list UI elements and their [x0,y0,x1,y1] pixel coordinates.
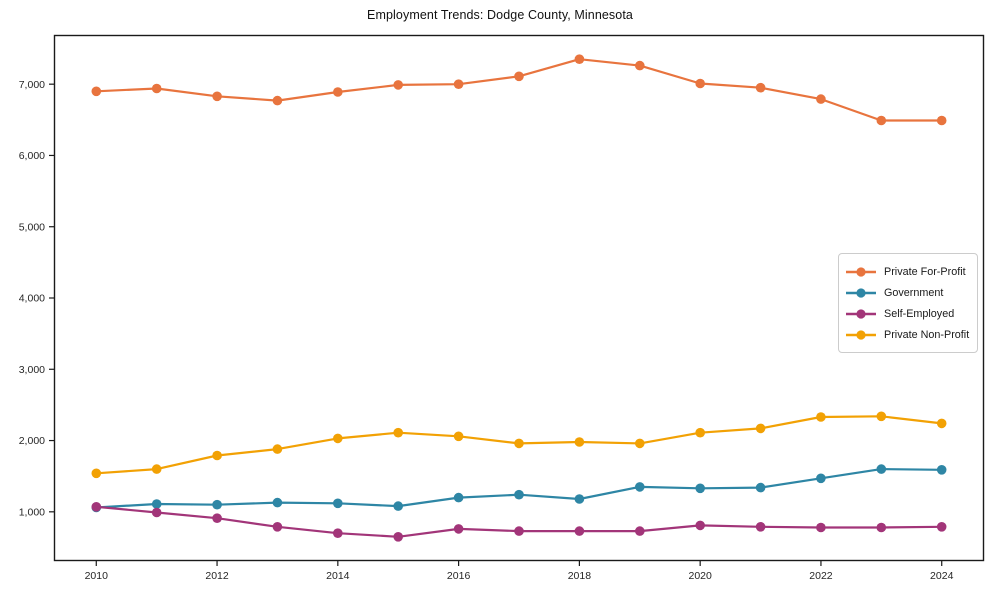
x-tick-label: 2018 [568,570,592,582]
data-point-private-for-profit-2024 [936,115,947,126]
y-tick-label: 6,000 [19,150,45,162]
data-point-private-non-profit-2018 [574,437,585,447]
data-point-private-non-profit-2015 [393,427,404,438]
x-tick-label: 2022 [809,570,833,582]
legend-label: Self-Employed [884,307,955,320]
legend-label: Private Non-Profit [884,328,970,341]
data-point-government-2020 [695,483,705,494]
data-point-self-employed-2022 [816,522,826,533]
data-point-self-employed-2019 [635,526,645,536]
data-point-government-2012 [212,499,222,510]
data-point-private-non-profit-2017 [514,438,524,449]
data-point-private-non-profit-2019 [635,438,645,449]
legend-label: Private For-Profit [884,265,966,278]
data-point-government-2022 [816,473,826,484]
chart-title: Employment Trends: Dodge County, Minneso… [367,8,633,22]
data-point-private-non-profit-2016 [453,431,464,442]
x-tick-label: 2016 [447,570,471,582]
y-tick-label: 2,000 [19,435,45,447]
data-point-private-for-profit-2014 [333,87,343,97]
data-point-self-employed-2021 [755,522,766,532]
data-point-self-employed-2011 [151,507,162,518]
data-point-private-for-profit-2013 [272,95,283,106]
y-tick-label: 7,000 [19,79,45,91]
data-point-self-employed-2015 [393,532,404,542]
data-point-private-for-profit-2015 [393,80,404,90]
legend-marker-icon [846,329,876,340]
x-tick-label: 2012 [205,570,229,582]
legend-label: Government [884,286,944,299]
data-point-private-for-profit-2018 [574,54,585,64]
y-tick-label: 5,000 [19,221,45,233]
data-point-government-2016 [453,492,464,503]
legend-marker-icon [846,308,876,319]
data-point-self-employed-2020 [695,520,705,531]
data-point-self-employed-2012 [212,513,222,523]
data-point-government-2018 [574,494,585,504]
data-point-government-2021 [755,482,766,493]
data-point-government-2019 [635,482,645,492]
legend-marker-icon [846,266,876,277]
legend: Private For-Profit Government Self-Emplo… [838,253,978,353]
data-point-government-2023 [876,464,887,474]
y-tick-label: 4,000 [19,293,45,305]
data-point-private-non-profit-2021 [755,423,766,434]
data-point-government-2013 [272,497,283,508]
data-point-private-for-profit-2017 [514,71,524,82]
data-point-self-employed-2016 [453,524,464,534]
data-point-self-employed-2013 [272,522,283,532]
data-point-government-2014 [333,498,343,509]
data-point-government-2017 [514,489,524,500]
data-point-self-employed-2018 [574,526,585,536]
legend-marker-icon [846,287,876,298]
y-tick-label: 3,000 [19,364,45,376]
data-point-private-for-profit-2023 [876,115,887,126]
axes-frame [53,34,985,562]
y-tick-label: 1,000 [19,506,45,518]
data-point-private-non-profit-2012 [212,450,222,461]
data-point-self-employed-2023 [876,522,887,533]
x-tick-label: 2020 [688,570,712,582]
x-tick-label: 2010 [85,570,109,582]
data-point-private-for-profit-2011 [151,83,162,94]
x-tick-label: 2014 [326,570,350,582]
series-line-government [96,468,942,509]
data-point-private-non-profit-2020 [695,427,705,438]
data-point-self-employed-2010 [91,502,102,512]
x-tick-label: 2024 [930,570,954,582]
data-point-self-employed-2014 [333,528,343,538]
data-point-private-non-profit-2014 [333,433,343,444]
data-point-private-non-profit-2022 [816,412,826,422]
data-point-private-for-profit-2010 [91,86,102,97]
legend-item-private-non-profit: Private Non-Profit [845,324,970,345]
data-point-self-employed-2024 [936,522,947,532]
data-point-private-non-profit-2023 [876,411,887,422]
data-point-private-non-profit-2010 [91,468,102,479]
data-point-private-for-profit-2022 [816,94,826,104]
data-point-self-employed-2017 [514,526,524,536]
legend-item-self-employed: Self-Employed [845,303,968,324]
legend-item-government: Government [845,282,968,303]
data-point-private-non-profit-2013 [272,444,283,454]
data-point-private-for-profit-2021 [755,82,766,93]
data-point-government-2024 [936,465,947,475]
legend-item-private-for-profit: Private For-Profit [845,261,968,282]
data-point-private-non-profit-2024 [936,418,947,429]
data-point-government-2015 [393,501,404,511]
data-point-private-for-profit-2016 [453,79,464,89]
data-point-private-for-profit-2020 [695,78,705,89]
series-line-private-for-profit [96,58,942,122]
data-point-private-for-profit-2012 [212,91,222,102]
data-point-private-non-profit-2011 [151,464,162,474]
data-point-private-for-profit-2019 [635,60,645,71]
data-point-government-2011 [151,499,162,509]
